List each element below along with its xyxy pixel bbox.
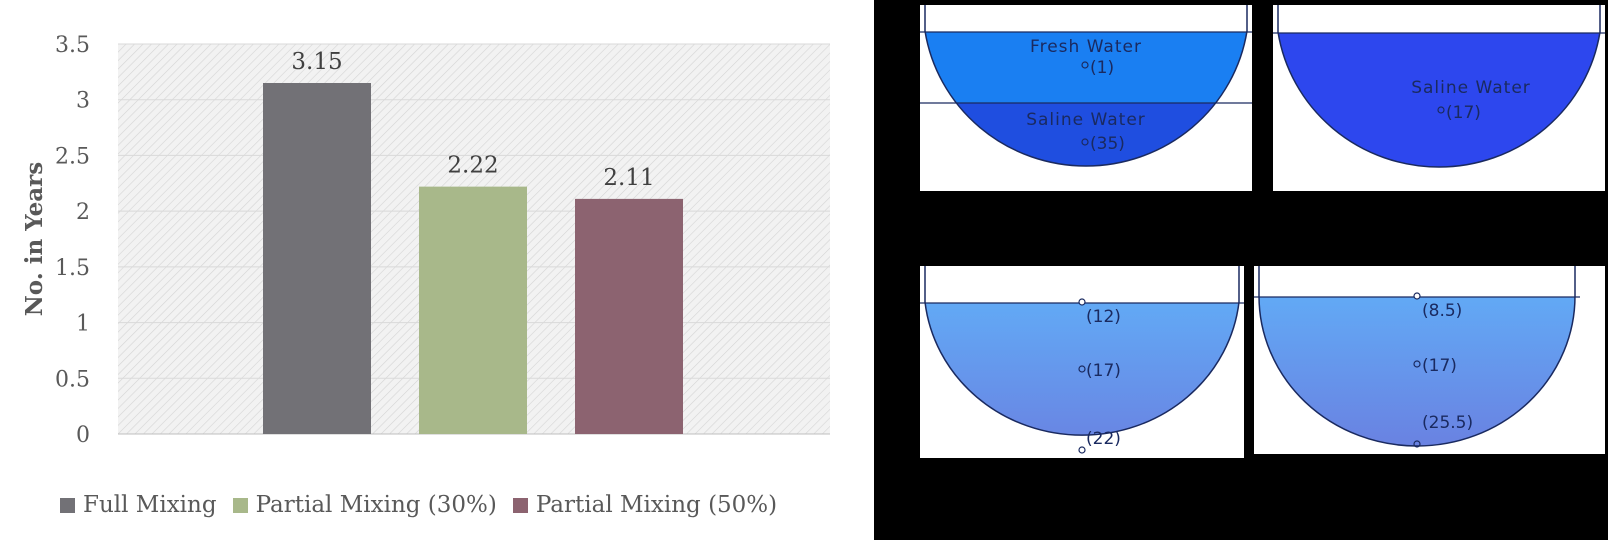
legend-item-partial-50: Partial Mixing (50%) (512, 492, 778, 518)
tank-outline (924, 5, 1248, 167)
layer-value: (1) (1090, 58, 1114, 78)
layer-value: (35) (1090, 134, 1125, 154)
sample-point (1437, 106, 1445, 114)
legend-label: Partial Mixing (30%) (255, 492, 497, 518)
layer-value: (17) (1446, 103, 1481, 123)
data-label: 2.11 (603, 165, 654, 191)
point-value: (8.5) (1422, 301, 1462, 321)
tank-outline (924, 266, 1240, 436)
point-value: (17) (1086, 361, 1121, 381)
tank-outline (1258, 266, 1576, 447)
tank-outline (1277, 5, 1601, 168)
tank-saline: Saline Water (17) (1273, 5, 1605, 191)
sample-point (1078, 365, 1086, 373)
y-tick-label: 1.5 (55, 256, 90, 281)
y-tick-label: 0 (76, 423, 90, 448)
legend-item-full-mixing: Full Mixing (60, 492, 217, 518)
point-value: (17) (1422, 356, 1457, 376)
data-labels: 3.15 2.22 2.11 (291, 49, 654, 191)
layer-name: Saline Water (1026, 110, 1146, 130)
y-axis-label: No. in Years (21, 162, 48, 316)
bar (575, 198, 683, 434)
sample-point (1078, 298, 1086, 306)
y-tick-labels: 0 0.5 1 1.5 2 2.5 3 3.5 (55, 33, 90, 448)
bar (419, 186, 527, 434)
y-tick-label: 3 (76, 89, 90, 114)
y-tick-label: 2 (76, 200, 90, 225)
sample-point (1078, 446, 1086, 454)
point-value: (12) (1086, 307, 1121, 327)
sample-point (1081, 61, 1089, 69)
data-label: 3.15 (291, 49, 342, 75)
tank-gradient-1: (12) (17) (22) (920, 266, 1244, 458)
bar-chart: 0 0.5 1 1.5 2 2.5 3 3.5 3.15 2.22 2.11 No. in Yea… (21, 33, 830, 448)
legend-item-partial-30: Partial Mixing (30%) (232, 492, 497, 518)
legend: Full Mixing Partial Mixing (30%) Partial… (60, 490, 793, 520)
point-value: (25.5) (1422, 413, 1473, 433)
y-tick-label: 2.5 (55, 144, 90, 169)
sample-point (1081, 138, 1089, 146)
bars (263, 83, 683, 434)
chart-panel: 0 0.5 1 1.5 2 2.5 3 3.5 3.15 2.22 2.11 No. in Yea… (0, 0, 874, 540)
tank-gradient-2: (8.5) (17) (25.5) (1254, 266, 1605, 454)
bar (263, 83, 371, 434)
y-tick-label: 0.5 (55, 367, 90, 392)
y-tick-label: 1 (76, 312, 90, 337)
data-label: 2.22 (447, 153, 498, 179)
sample-point (1413, 292, 1421, 300)
legend-label: Partial Mixing (50%) (535, 492, 778, 518)
sample-point (1413, 440, 1421, 448)
layer-name: Saline Water (1411, 78, 1531, 98)
legend-label: Full Mixing (83, 492, 217, 518)
legend-swatch (60, 497, 75, 513)
point-value: (22) (1086, 429, 1121, 449)
legend-swatch (512, 497, 528, 513)
y-tick-label: 3.5 (55, 33, 90, 58)
legend-swatch (232, 497, 248, 513)
sample-point (1413, 360, 1421, 368)
tank-layered: Fresh Water (1) Saline Water (35) (920, 5, 1252, 191)
layer-name: Fresh Water (1030, 37, 1142, 57)
